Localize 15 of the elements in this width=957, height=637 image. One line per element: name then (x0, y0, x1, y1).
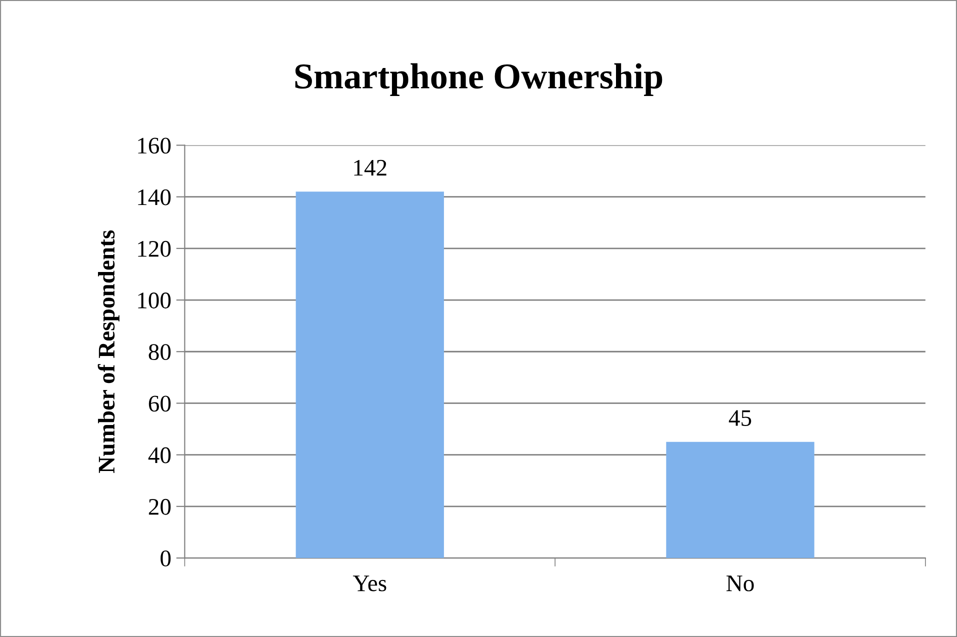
chart-title: Smartphone Ownership (295, 63, 662, 96)
y-tick-label: 80 (148, 344, 171, 360)
y-axis-title: Number of Respondents (98, 230, 120, 473)
y-tick-label: 60 (148, 396, 171, 412)
y-tick-label: 120 (138, 240, 171, 257)
x-tick-label: No (726, 576, 754, 592)
y-tick-label: 20 (148, 498, 171, 515)
y-tick-label: 140 (138, 189, 171, 206)
data-label: 142 (354, 160, 386, 176)
y-tick-label: 40 (148, 447, 171, 464)
y-tick-label: 100 (138, 292, 171, 308)
data-label: 45 (728, 410, 752, 426)
y-tick-label: 160 (138, 138, 171, 154)
y-tick-label: 0 (160, 550, 171, 566)
x-tick-label: Yes (352, 576, 386, 592)
